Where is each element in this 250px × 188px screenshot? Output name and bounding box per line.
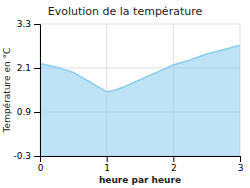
tick: 3 (238, 156, 244, 173)
tick: 2.1 (17, 63, 40, 73)
x-axis: 0 1 2 3 (38, 156, 244, 173)
tick: 0.9 (17, 107, 40, 117)
marks (40, 45, 240, 156)
grid (40, 24, 240, 156)
x-axis-title: heure par heure (99, 175, 181, 185)
tick-label: 0 (38, 163, 44, 173)
tick-mark (173, 156, 174, 162)
tick: 2 (171, 156, 177, 173)
tick-mark (34, 156, 40, 157)
tick-label: 2.1 (17, 63, 31, 73)
axis-line (41, 157, 241, 163)
tick-mark (34, 68, 40, 69)
tick-label: 3 (238, 163, 244, 173)
tick-mark (34, 24, 40, 25)
grid-line-y (40, 24, 240, 25)
tick-label: 1 (104, 163, 110, 173)
tick-label: 2 (171, 163, 177, 173)
tick-mark (240, 156, 241, 162)
chart: 0 1 2 3 -0.3 0.9 2.1 3.3 Evolution de la tempéra… (0, 0, 250, 188)
tick-mark (107, 156, 108, 162)
tick-label: 0.9 (17, 107, 32, 117)
title: Evolution de la température (48, 5, 203, 18)
y-axis: -0.3 0.9 2.1 3.3 (13, 19, 40, 161)
tick: -0.3 (13, 151, 40, 161)
axis-line (34, 25, 41, 157)
tick: 1 (104, 156, 110, 173)
area (40, 45, 240, 156)
tick: 0 (38, 156, 44, 173)
tick-mark (34, 112, 40, 113)
line (40, 45, 240, 92)
tick-label: 3.3 (17, 19, 31, 29)
tick: 3.3 (17, 19, 40, 29)
y-axis-title: Température en °C (2, 48, 12, 134)
plot: 0 1 2 3 -0.3 0.9 2.1 3.3 (13, 19, 243, 173)
tick-label: -0.3 (13, 151, 31, 161)
